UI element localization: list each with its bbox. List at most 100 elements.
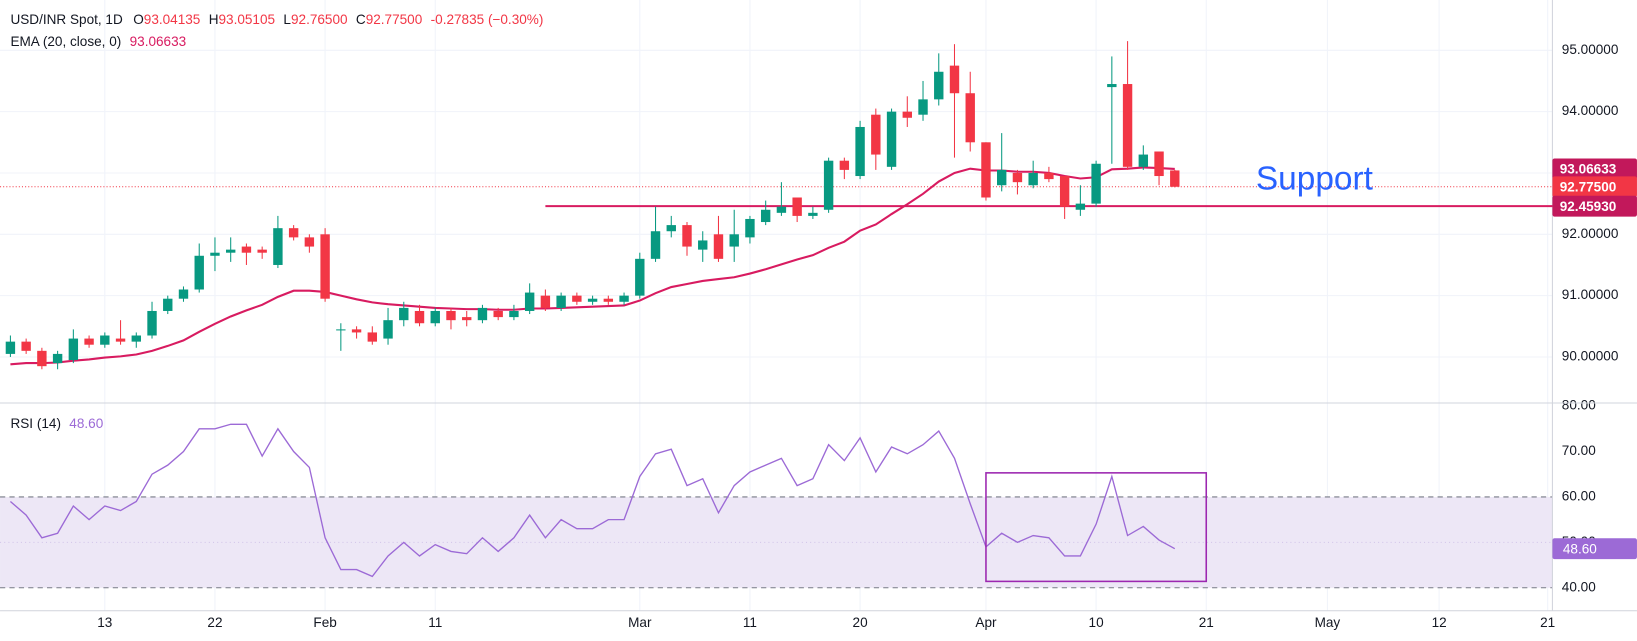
- x-tick-label: 11: [743, 615, 757, 630]
- candle-body: [524, 292, 535, 311]
- x-tick-label: Feb: [313, 615, 336, 630]
- candle-body: [886, 111, 897, 167]
- y-tick-label: 94.00000: [1562, 103, 1619, 118]
- price-tag-label: 92.45930: [1560, 199, 1617, 214]
- candle-body: [1107, 84, 1117, 88]
- candle-body: [808, 212, 818, 216]
- candle-body: [792, 197, 802, 216]
- y-tick-label: 95.00000: [1562, 42, 1619, 57]
- y-tick-label: 80.00: [1562, 398, 1596, 413]
- symbol-title: USD/INR Spot, 1D: [10, 11, 123, 26]
- candle-body: [336, 329, 346, 331]
- candle-body: [540, 295, 551, 308]
- candle-body: [871, 114, 881, 155]
- candle-body: [241, 246, 252, 253]
- rsi-name: RSI (14): [10, 415, 61, 430]
- candle-body: [1154, 151, 1164, 177]
- candle-body: [194, 255, 204, 290]
- ema-line: [10, 166, 1175, 366]
- candle-body: [1091, 163, 1101, 204]
- rsi-legend: RSI (14) 48.60: [10, 415, 103, 430]
- ohlc-value: 92.77500: [366, 11, 423, 26]
- price-tag: [1552, 195, 1637, 217]
- candle-body: [965, 93, 975, 143]
- candle-body: [225, 249, 236, 253]
- candle-body: [839, 160, 850, 170]
- y-tick-label: 90.00000: [1562, 349, 1619, 364]
- y-tick-label: 91.00000: [1562, 287, 1619, 302]
- candle-body: [367, 332, 378, 342]
- price-tag-label: 93.06633: [1560, 162, 1617, 177]
- candle-body: [1012, 172, 1023, 183]
- candle-body: [635, 258, 645, 296]
- candle-body: [572, 295, 582, 302]
- x-tick-label: 21: [1540, 615, 1555, 630]
- candle-body: [5, 341, 16, 354]
- x-tick-label: 10: [1089, 615, 1105, 630]
- candle-body: [760, 209, 771, 223]
- ohlc-value: 93.04135: [144, 11, 201, 26]
- x-tick-label: 11: [428, 615, 442, 630]
- candle-body: [399, 307, 409, 321]
- ohlc-key: L: [283, 11, 291, 26]
- candle-body: [1138, 154, 1149, 167]
- x-tick-label: 13: [97, 615, 112, 630]
- rsi-band: [0, 496, 1553, 588]
- candle-body: [745, 218, 755, 238]
- candle-body: [619, 295, 629, 302]
- candle-body: [650, 231, 661, 259]
- symbol-legend: USD/INR Spot, 1D O93.04135 H93.05105 L92.76…: [10, 11, 543, 26]
- candle-body: [288, 228, 299, 238]
- candle-body: [320, 234, 330, 299]
- candle-body: [383, 320, 393, 339]
- candle-body: [52, 353, 63, 364]
- candle-body: [21, 341, 31, 351]
- candle-body: [1059, 176, 1070, 207]
- candle-body: [163, 298, 173, 311]
- candle-body: [68, 338, 79, 361]
- candle-body: [682, 225, 692, 247]
- ohlc-value: 93.05105: [219, 11, 276, 26]
- candle-body: [1044, 172, 1054, 180]
- candle-body: [981, 142, 991, 198]
- candle-body: [1122, 84, 1133, 167]
- ohlc-key: O: [133, 11, 144, 26]
- candle-body: [430, 310, 440, 324]
- candle-body: [273, 228, 283, 265]
- candle-body: [178, 289, 189, 299]
- change-value: -0.27835 (−0.30%): [431, 11, 544, 26]
- support-label: Support: [1256, 160, 1374, 197]
- candle-body: [84, 338, 94, 345]
- candle-body: [446, 310, 456, 321]
- ema-value: 93.06633: [130, 33, 187, 48]
- ema-legend: EMA (20, close, 0) 93.06633: [10, 33, 186, 48]
- candle-body: [713, 234, 724, 259]
- candle-body: [776, 206, 787, 213]
- candle-body: [949, 65, 960, 94]
- candle-body: [1075, 203, 1086, 210]
- candle-body: [257, 249, 267, 253]
- candle-body: [997, 169, 1007, 186]
- candle-body: [414, 310, 425, 324]
- candle-body: [493, 310, 503, 318]
- y-tick-label: 40.00: [1562, 579, 1596, 594]
- candle-body: [855, 126, 865, 177]
- x-tick-label: 22: [207, 615, 222, 630]
- rsi-line: [9, 423, 1176, 578]
- candle-body: [603, 298, 614, 302]
- candle-body: [462, 317, 472, 321]
- candle-body: [37, 350, 47, 367]
- x-tick-label: 20: [853, 615, 869, 630]
- y-tick-label: 92.00000: [1562, 226, 1619, 241]
- candle-body: [477, 307, 488, 321]
- price-tag: [1552, 176, 1637, 198]
- x-tick-label: 12: [1432, 615, 1447, 630]
- x-tick-label: Mar: [628, 615, 652, 630]
- rsi-value: 48.60: [69, 415, 103, 430]
- candle-body: [210, 252, 220, 256]
- rsi-tag: [1552, 538, 1637, 560]
- ema-name: EMA (20, close, 0): [10, 33, 121, 48]
- candle-body: [902, 111, 912, 118]
- x-tick-label: 21: [1199, 615, 1214, 630]
- y-tick-label: 60.00: [1562, 489, 1596, 504]
